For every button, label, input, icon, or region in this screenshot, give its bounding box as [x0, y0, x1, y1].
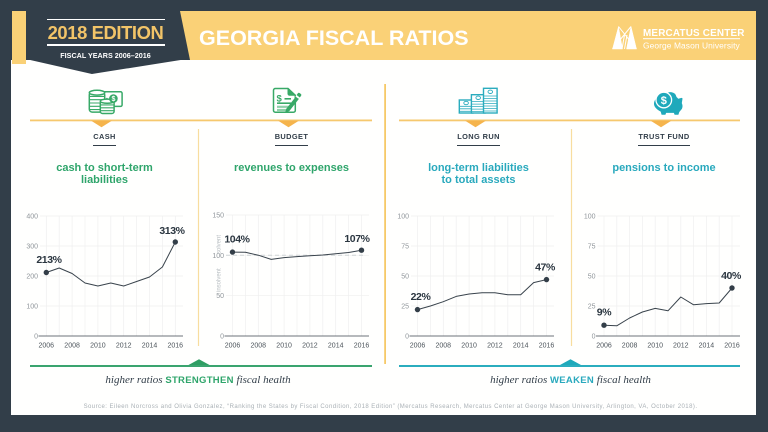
- svg-text:9%: 9%: [597, 307, 612, 319]
- svg-text:0: 0: [405, 334, 409, 341]
- svg-text:200: 200: [26, 274, 38, 281]
- svg-text:2008: 2008: [251, 343, 267, 350]
- svg-text:100: 100: [584, 214, 596, 221]
- svg-text:2006: 2006: [596, 343, 612, 350]
- svg-text:2014: 2014: [513, 343, 529, 350]
- svg-text:2014: 2014: [699, 343, 715, 350]
- svg-text:2016: 2016: [354, 343, 370, 350]
- svg-text:2006: 2006: [39, 343, 55, 350]
- svg-text:40%: 40%: [721, 270, 742, 282]
- svg-text:George Mason University: George Mason University: [643, 41, 741, 51]
- svg-text:25: 25: [401, 304, 409, 311]
- svg-text:100: 100: [212, 253, 224, 260]
- svg-text:25: 25: [588, 304, 596, 311]
- svg-text:2016: 2016: [724, 343, 740, 350]
- svg-text:22%: 22%: [411, 291, 432, 303]
- svg-text:insolvent: insolvent: [217, 268, 223, 292]
- svg-text:$: $: [111, 96, 115, 103]
- svg-text:150: 150: [212, 213, 224, 220]
- svg-text:2012: 2012: [673, 343, 689, 350]
- svg-text:75: 75: [401, 244, 409, 251]
- svg-text:213%: 213%: [36, 254, 62, 266]
- svg-text:100: 100: [26, 304, 38, 311]
- svg-text:2008: 2008: [622, 343, 638, 350]
- svg-text:400: 400: [26, 214, 38, 221]
- svg-text:MERCATUS CENTER: MERCATUS CENTER: [643, 28, 745, 39]
- svg-text:2008: 2008: [436, 343, 452, 350]
- svg-text:0: 0: [592, 334, 596, 341]
- svg-text:2012: 2012: [116, 343, 132, 350]
- svg-text:2012: 2012: [302, 343, 318, 350]
- svg-text:$: $: [277, 94, 283, 105]
- svg-text:104%: 104%: [224, 234, 250, 246]
- svg-text:2010: 2010: [461, 343, 477, 350]
- svg-text:313%: 313%: [159, 225, 185, 237]
- svg-text:2006: 2006: [410, 343, 426, 350]
- svg-text:107%: 107%: [344, 233, 370, 245]
- svg-text:50: 50: [216, 293, 224, 300]
- svg-text:2008: 2008: [64, 343, 80, 350]
- svg-text:2010: 2010: [647, 343, 663, 350]
- svg-text:$: $: [661, 95, 667, 107]
- svg-text:50: 50: [588, 274, 596, 281]
- svg-text:2014: 2014: [328, 343, 344, 350]
- svg-text:2010: 2010: [90, 343, 106, 350]
- svg-text:2016: 2016: [539, 343, 555, 350]
- svg-text:2010: 2010: [276, 343, 292, 350]
- svg-text:2006: 2006: [225, 343, 241, 350]
- svg-text:75: 75: [588, 244, 596, 251]
- svg-text:2016: 2016: [168, 343, 184, 350]
- svg-text:2012: 2012: [487, 343, 503, 350]
- svg-text:50: 50: [401, 274, 409, 281]
- svg-text:0: 0: [34, 334, 38, 341]
- svg-text:47%: 47%: [535, 262, 556, 274]
- svg-text:300: 300: [26, 244, 38, 251]
- svg-text:0: 0: [220, 334, 224, 341]
- svg-text:2014: 2014: [142, 343, 158, 350]
- svg-text:100: 100: [397, 214, 409, 221]
- svg-text:solvent: solvent: [217, 235, 223, 254]
